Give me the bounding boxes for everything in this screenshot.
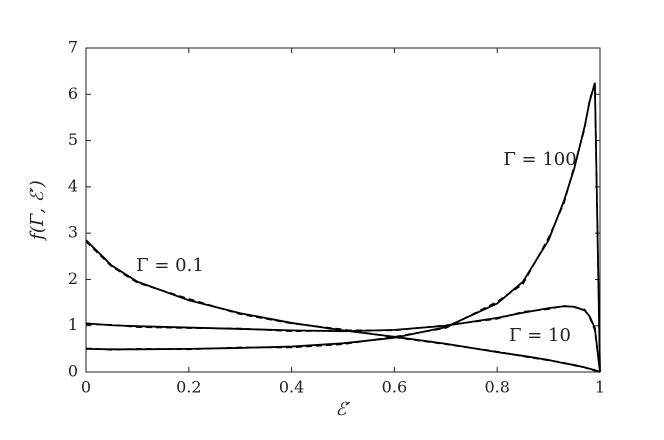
y-tick-label: 3 <box>68 223 78 242</box>
annotation: Γ = 0.1 <box>136 255 204 276</box>
x-tick-label: 0 <box>81 378 91 397</box>
y-tick-label: 4 <box>68 176 78 195</box>
annotation: Γ = 10 <box>509 325 571 346</box>
x-tick-label: 0.2 <box>176 378 201 397</box>
dashed-line <box>85 304 601 373</box>
y-tick-label: 7 <box>68 38 78 57</box>
x-tick-label: 0.8 <box>484 378 509 397</box>
y-tick-label: 0 <box>68 362 78 381</box>
dashed-line <box>85 240 601 373</box>
y-tick-label: 5 <box>68 130 78 149</box>
x-tick-label: 0.6 <box>382 378 407 397</box>
annotation: Γ = 100 <box>503 149 576 170</box>
dashed-line <box>85 84 601 373</box>
y-tick-label: 1 <box>68 315 78 334</box>
plot-frame <box>85 47 601 373</box>
y-axis-label: f(Γ, ℰ′) <box>27 180 48 242</box>
x-axis-label: ℰ′ <box>336 399 351 420</box>
y-tick-label: 2 <box>68 269 78 288</box>
y-tick-label: 6 <box>68 84 78 103</box>
x-tick-label: 1 <box>595 378 605 397</box>
x-tick-label: 0.4 <box>279 378 304 397</box>
